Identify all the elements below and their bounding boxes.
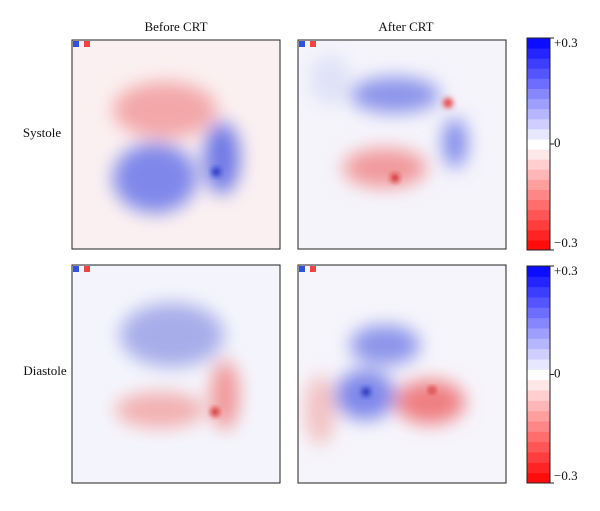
colorbar-step [527, 286, 550, 298]
colorbar-step [527, 359, 550, 370]
colorbar-step [527, 138, 550, 150]
colorbar-step [527, 379, 550, 391]
heatmap [298, 40, 506, 249]
colorbar-step [527, 98, 550, 110]
colorbar-tick-label: −0.3 [554, 468, 578, 483]
heatmap [298, 265, 506, 483]
colorbar-step [527, 159, 550, 170]
colorbar-step [527, 338, 550, 350]
colorbar-step [527, 88, 550, 100]
colorbar-step [527, 149, 550, 160]
panel-frame [71, 264, 281, 484]
colorbar-step [527, 38, 550, 49]
colorbar-step [527, 328, 550, 339]
colorbar-tick-label: −0.3 [554, 235, 578, 250]
colorbar-step [527, 78, 550, 89]
colorbar-step [527, 48, 550, 59]
column-title: After CRT [378, 19, 433, 34]
panel-frame [71, 39, 281, 250]
colorbar-step [527, 199, 550, 211]
colorbar-step [527, 441, 550, 453]
colorbar-step [527, 276, 550, 288]
colorbar-tick-label: 0 [554, 135, 561, 150]
colorbar-step [527, 348, 550, 360]
colorbar-step [527, 431, 550, 443]
colorbar-step [527, 410, 550, 422]
colorbar-step [527, 266, 550, 277]
heatmap [72, 40, 280, 249]
colorbar-step [527, 128, 550, 140]
colorbar-step [527, 239, 550, 251]
colorbar-step [527, 68, 550, 79]
colorbar-tick-label: 0 [554, 365, 561, 380]
colorbar-step [527, 189, 550, 201]
colorbar-step [527, 472, 550, 484]
panel-frame [297, 39, 507, 250]
colorbar-step [527, 209, 550, 221]
colorbar-step [527, 108, 550, 120]
colorbar-step [527, 169, 550, 180]
heatmap [72, 265, 280, 483]
colorbar-step [527, 452, 550, 463]
colorbar-step [527, 390, 550, 401]
colorbar-step [527, 462, 550, 474]
row-label: Systole [23, 125, 62, 140]
colorbar-step [527, 118, 550, 130]
row-label: Diastole [23, 363, 67, 378]
colorbar-tick-label: +0.3 [554, 263, 578, 278]
colorbar-step [527, 297, 550, 308]
colorbar-step [527, 317, 550, 329]
colorbar-step [527, 307, 550, 319]
colorbar-step [527, 400, 550, 412]
colorbar-step [527, 229, 550, 241]
colorbar-step [527, 179, 550, 190]
colorbar-step [527, 369, 550, 381]
colorbar-step [527, 58, 550, 69]
column-title: Before CRT [144, 19, 207, 34]
colorbar-step [527, 421, 550, 432]
panel-frame [297, 264, 507, 484]
colorbar-tick-label: +0.3 [554, 35, 578, 50]
colorbar-step [527, 219, 550, 231]
